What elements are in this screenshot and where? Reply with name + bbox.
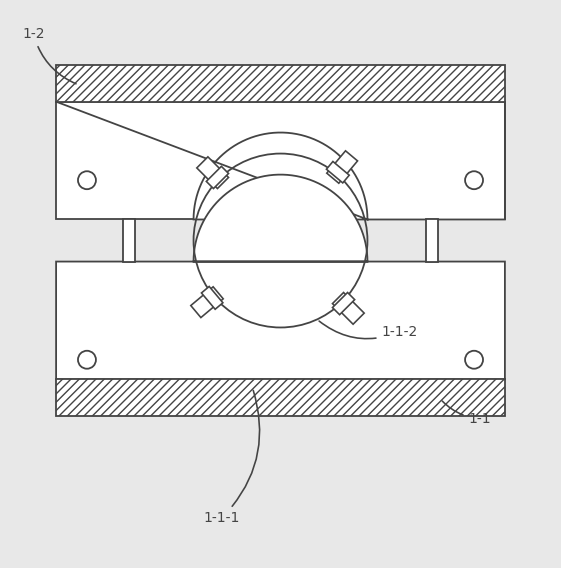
Bar bbox=[56, 379, 505, 416]
Polygon shape bbox=[201, 286, 223, 309]
Polygon shape bbox=[327, 161, 350, 183]
Polygon shape bbox=[197, 157, 228, 189]
Polygon shape bbox=[333, 293, 364, 324]
Bar bbox=[56, 102, 505, 219]
Bar bbox=[123, 219, 135, 261]
Text: 1-1: 1-1 bbox=[442, 401, 491, 425]
Polygon shape bbox=[206, 166, 228, 189]
Polygon shape bbox=[56, 174, 505, 379]
Polygon shape bbox=[56, 102, 505, 219]
Bar bbox=[56, 65, 505, 102]
Polygon shape bbox=[327, 151, 357, 183]
Polygon shape bbox=[191, 287, 223, 318]
Polygon shape bbox=[333, 293, 355, 315]
Text: 1-2: 1-2 bbox=[22, 27, 76, 83]
Text: 1-1-1: 1-1-1 bbox=[204, 390, 260, 525]
Text: 1-1-2: 1-1-2 bbox=[319, 321, 418, 339]
Bar bbox=[426, 219, 438, 261]
